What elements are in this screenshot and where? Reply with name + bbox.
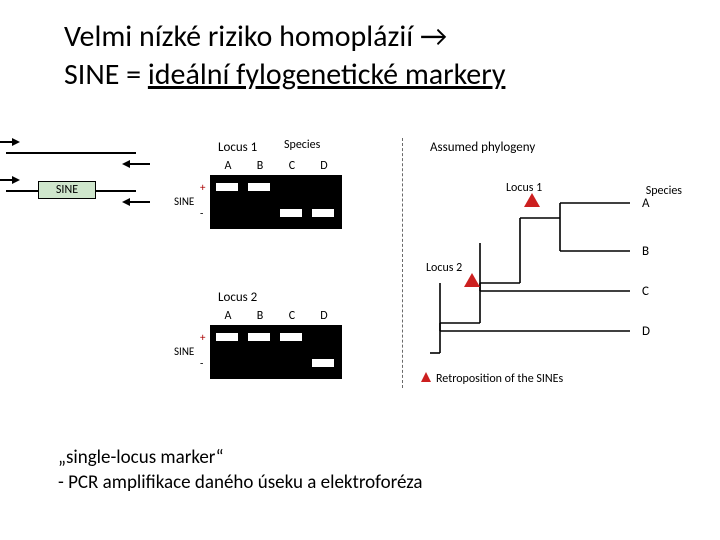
gel-species-label: Species xyxy=(284,138,320,152)
tree-species-header: Species xyxy=(646,184,682,198)
retro-caption-text: Retroposition of the SINEs xyxy=(436,372,563,386)
primer-diagram: SINE xyxy=(6,152,136,228)
title-line1: Velmi nízké riziko homoplázií xyxy=(64,18,420,55)
locus1-label: Locus 1 xyxy=(506,181,542,195)
primer-arrow-right-icon xyxy=(12,176,20,184)
plus-label: + xyxy=(200,331,205,344)
retro-caption: Retroposition of the SINEs xyxy=(420,371,563,387)
gel-locus-2: Locus 2 A B C D SINE + - xyxy=(182,290,362,379)
gel-band xyxy=(216,333,238,341)
phylogeny-tree: Assumed phylogeny Species xyxy=(420,140,700,363)
triangle-icon xyxy=(464,273,480,287)
title-line2-pre: SINE = xyxy=(64,56,148,93)
gel-band xyxy=(248,333,270,341)
primer-line-sine: SINE xyxy=(6,190,136,192)
gel-band xyxy=(312,209,334,217)
gel1-sine-label: SINE xyxy=(174,195,194,208)
triangle-icon xyxy=(524,193,540,207)
minus-label: - xyxy=(200,207,203,220)
gel-locus-1: Species Locus 1 A B C D SINE + - xyxy=(182,140,362,229)
locus2-label: Locus 2 xyxy=(426,261,462,275)
gel2-lane-header: A B C D xyxy=(182,309,362,323)
gel1-box: SINE + - xyxy=(210,175,342,229)
slide-title: Velmi nízké riziko homoplázií → SINE = i… xyxy=(64,18,505,93)
gel-band xyxy=(280,333,302,341)
title-arrow: → xyxy=(420,18,447,55)
gel2-sine-label: SINE xyxy=(174,345,194,358)
triangle-icon xyxy=(420,371,432,387)
minus-label: - xyxy=(200,357,203,370)
lane-label: D xyxy=(308,309,340,323)
gel1-title: Locus 1 xyxy=(182,140,362,155)
tree-title: Assumed phylogeny xyxy=(420,140,700,155)
footer-text: „single-locus marker“ - PCR amplifikace … xyxy=(58,445,423,496)
lane-label: C xyxy=(276,159,308,173)
sine-box: SINE xyxy=(38,181,96,199)
lane-label: D xyxy=(308,159,340,173)
primer-arrow-left-icon xyxy=(122,198,130,206)
primer-arrow-left-icon xyxy=(122,160,130,168)
lane-label: B xyxy=(244,309,276,323)
gel2-title: Locus 2 xyxy=(182,290,362,305)
gel-band xyxy=(312,359,334,367)
gel1-lane-header: A B C D xyxy=(182,159,362,173)
gel2-box: SINE + - xyxy=(210,325,342,379)
plus-label: + xyxy=(200,181,205,194)
gel-band xyxy=(280,209,302,217)
footer-line1: „single-locus marker“ xyxy=(58,445,423,471)
lane-label: A xyxy=(212,159,244,173)
gel-band xyxy=(248,183,270,191)
primer-line-top xyxy=(6,152,136,154)
taxon-C: C xyxy=(642,284,649,299)
lane-label: B xyxy=(244,159,276,173)
vertical-divider xyxy=(402,138,403,388)
gel-band xyxy=(216,183,238,191)
footer-line2: - PCR amplifikace daného úseku a elektro… xyxy=(58,470,423,496)
taxon-B: B xyxy=(642,244,649,259)
title-line2-under: ideální fylogenetické markery xyxy=(148,56,506,93)
primer-arrow-right-icon xyxy=(12,138,20,146)
taxon-A: A xyxy=(642,196,650,211)
lane-label: A xyxy=(212,309,244,323)
lane-label: C xyxy=(276,309,308,323)
taxon-D: D xyxy=(642,324,650,339)
